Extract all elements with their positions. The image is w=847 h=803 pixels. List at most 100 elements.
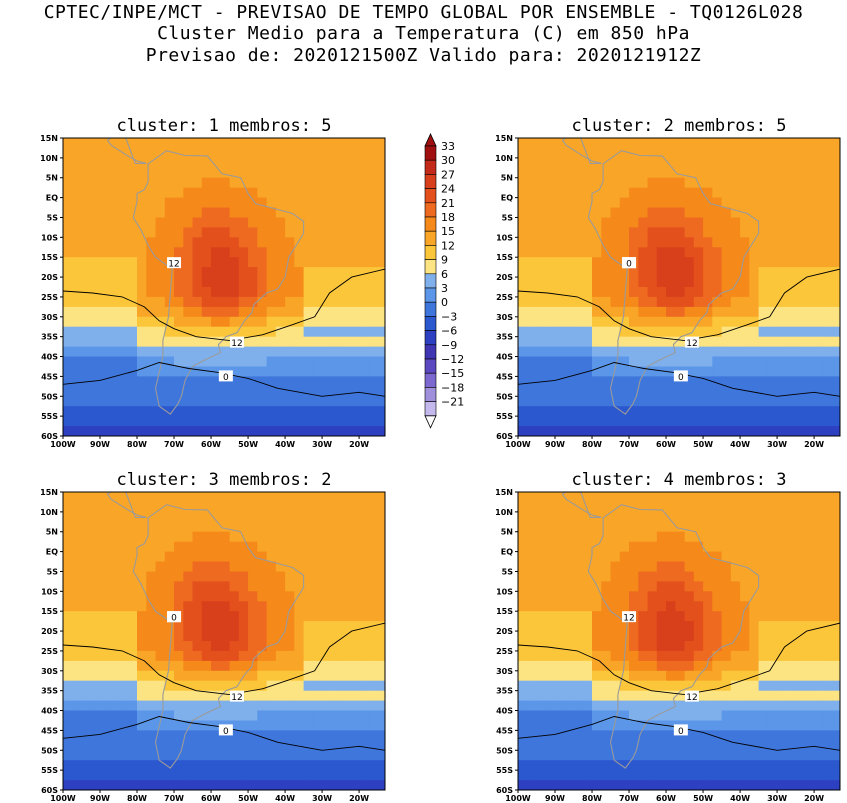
field-cell — [63, 267, 73, 278]
field-cell — [322, 650, 332, 662]
field-cell — [192, 416, 203, 427]
field-cell — [248, 511, 258, 523]
field-cell — [275, 551, 286, 563]
field-cell — [629, 571, 639, 582]
colorbar-label: 30 — [441, 154, 455, 167]
field-cell — [675, 187, 686, 199]
field-cell — [564, 591, 575, 602]
field-cell — [137, 551, 147, 563]
field-cell — [555, 326, 565, 338]
field-cell — [592, 267, 602, 278]
field-cell — [804, 277, 815, 288]
field-cell — [72, 650, 83, 662]
field-cell — [192, 237, 203, 248]
panel-frame — [517, 491, 841, 791]
colorbar-swatch — [424, 174, 437, 189]
field-cell — [518, 571, 528, 582]
x-tick-label: 70W — [619, 794, 639, 803]
field-cell — [146, 750, 157, 761]
field-cell — [183, 416, 194, 427]
field-cell — [174, 406, 184, 417]
field-cell — [146, 217, 157, 228]
field-cell — [164, 287, 175, 298]
field-cell — [675, 501, 686, 513]
field-cell — [229, 217, 240, 228]
field-cell — [536, 670, 547, 682]
field-cell — [656, 750, 667, 761]
field-cell — [777, 770, 787, 781]
field-cell — [174, 426, 184, 436]
field-cell — [555, 138, 565, 149]
field-cell — [693, 581, 704, 592]
field-cell — [340, 492, 351, 503]
field-cell — [619, 157, 630, 169]
field-cell — [192, 660, 203, 672]
field-cell — [693, 501, 704, 513]
field-cell — [63, 541, 73, 553]
field-cell — [118, 700, 129, 712]
field-cell — [518, 561, 528, 572]
field-cell — [275, 416, 286, 427]
field-cell — [832, 138, 840, 149]
panel-title: cluster: 3 membros: 2 — [117, 470, 332, 490]
field-cell — [266, 501, 277, 513]
field-cell — [684, 376, 695, 387]
field-cell — [100, 631, 110, 642]
y-tick-label: 5N — [46, 528, 58, 537]
field-cell — [647, 267, 658, 278]
field-cell — [675, 680, 686, 692]
field-cell — [266, 386, 277, 397]
field-cell — [804, 521, 815, 533]
field-cell — [721, 531, 732, 543]
field-cell — [767, 237, 778, 248]
field-cell — [601, 780, 612, 790]
field-cell — [359, 531, 369, 543]
field-cell — [814, 581, 824, 592]
field-cell — [823, 551, 834, 563]
field-cell — [248, 316, 258, 328]
field-cell — [220, 541, 231, 553]
field-cell — [675, 541, 686, 553]
field-cell — [629, 601, 639, 612]
field-cell — [582, 541, 593, 553]
field-cell — [684, 521, 695, 533]
field-cell — [63, 138, 73, 149]
colorbar-swatch — [424, 188, 437, 204]
field-cell — [721, 760, 732, 771]
field-cell — [758, 511, 769, 523]
field-cell — [238, 492, 249, 503]
field-cell — [349, 167, 360, 179]
field-cell — [804, 356, 815, 367]
field-cell — [331, 760, 342, 771]
temperature-field — [518, 492, 840, 790]
field-cell — [183, 760, 194, 771]
field-cell — [592, 501, 602, 513]
field-cell — [146, 207, 157, 218]
field-cell — [164, 601, 175, 612]
field-cell — [656, 700, 667, 712]
field-cell — [248, 601, 258, 612]
field-cell — [795, 157, 806, 169]
field-cell — [795, 740, 806, 751]
field-cell — [285, 177, 295, 189]
field-cell — [90, 416, 101, 427]
field-cell — [127, 336, 138, 348]
field-cell — [619, 316, 630, 328]
field-cell — [582, 750, 593, 761]
field-cell — [359, 780, 369, 790]
field-cell — [712, 376, 723, 387]
field-cell — [285, 511, 295, 523]
field-cell — [795, 492, 806, 503]
field-cell — [257, 356, 268, 367]
y-tick-label: 20S — [496, 627, 513, 636]
field-cell — [712, 167, 723, 179]
field-cell — [312, 247, 323, 258]
y-tick-label: 60S — [41, 786, 58, 795]
field-cell — [758, 138, 769, 149]
field-cell — [740, 670, 750, 682]
colorbar-top-arrow — [424, 133, 437, 147]
field-cell — [220, 396, 231, 407]
field-cell — [730, 492, 741, 503]
field-cell — [90, 670, 101, 682]
